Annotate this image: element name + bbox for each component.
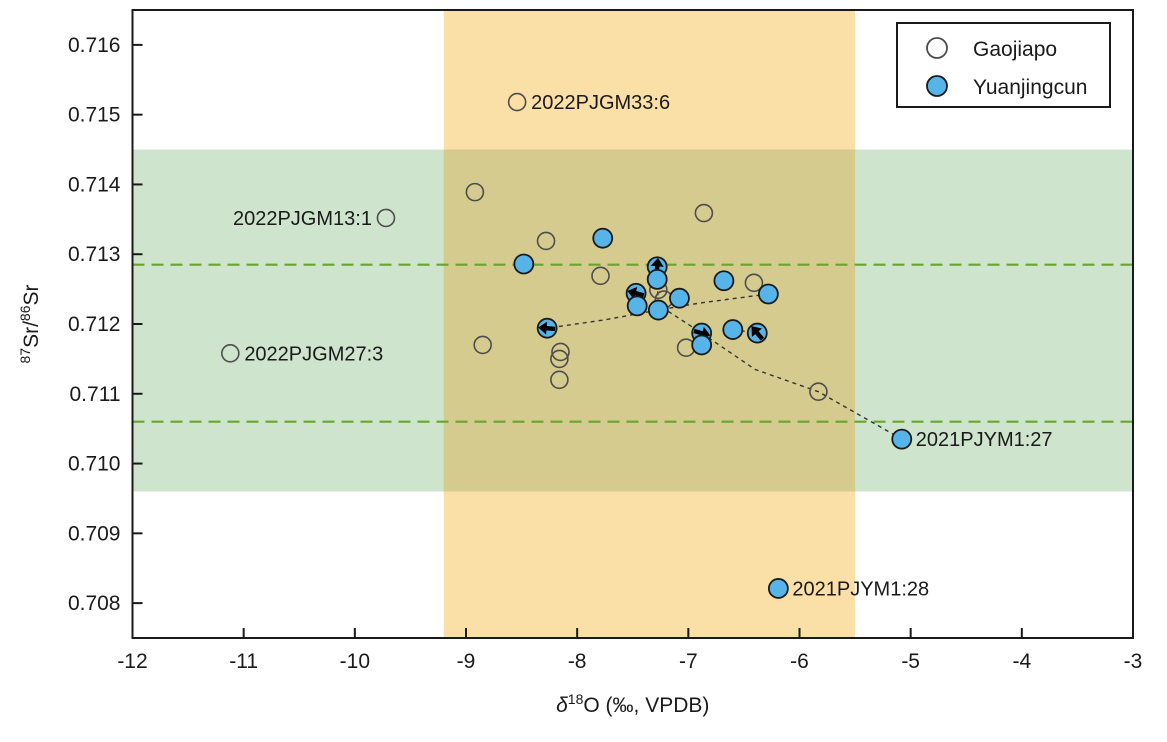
data-point-gaojiapo <box>550 370 569 390</box>
legend-label-yuanjingcun: Yuanjingcun <box>973 76 1087 99</box>
data-point-yuanjingcun <box>626 295 648 317</box>
direction-arrow-icon <box>751 326 765 341</box>
data-point-yuanjingcun <box>513 253 535 275</box>
data-point-gaojiapo <box>694 203 714 223</box>
y-axis-tick-label: 0.709 <box>68 522 121 545</box>
data-point-yuanjingcun <box>891 428 913 450</box>
data-point-gaojiapo <box>507 92 527 112</box>
data-point-gaojiapo <box>536 231 556 251</box>
data-point-yuanjingcun <box>767 578 789 599</box>
data-point-yuanjingcun <box>691 334 713 356</box>
x-axis-tick-label: -3 <box>1124 650 1143 673</box>
direction-arrow-icon <box>538 321 556 335</box>
x-axis-tick-label: -4 <box>1012 650 1031 673</box>
connector-path-2 <box>667 310 903 440</box>
data-point-gaojiapo <box>744 273 764 293</box>
data-point-yuanjingcun <box>592 227 614 249</box>
data-point-gaojiapo <box>376 208 396 228</box>
y-axis-tick-label: 0.715 <box>68 104 121 127</box>
data-point-gaojiapo <box>473 335 492 355</box>
point-label: 2021PJYM1:27 <box>916 429 1053 451</box>
x-axis-tick-label: -11 <box>229 650 258 673</box>
x-axis-tick-label: -5 <box>901 650 920 673</box>
legend-marker-gaojiapo-icon <box>926 37 948 59</box>
y-axis-tick-label: 0.711 <box>70 383 121 406</box>
y-axis-tick-label: 0.712 <box>68 313 121 336</box>
x-axis-tick-label: -7 <box>679 650 698 673</box>
data-point-gaojiapo <box>551 342 570 362</box>
data-point-gaojiapo <box>591 266 610 286</box>
point-label: 2022PJGM13:1 <box>233 208 372 230</box>
data-point-yuanjingcun <box>722 319 744 340</box>
legend-label-gaojiapo: Gaojiapo <box>973 38 1057 61</box>
x-axis-tick-label: -9 <box>457 650 476 673</box>
point-label: 2022PJGM27:3 <box>244 343 383 365</box>
direction-arrow-icon <box>650 257 664 275</box>
y-axis-tick-label: 0.714 <box>68 173 121 196</box>
y-axis-tick-label: 0.710 <box>68 453 121 476</box>
data-point-gaojiapo <box>550 349 569 369</box>
data-point-yuanjingcun <box>647 299 669 321</box>
orange-vertical-band-top <box>443 10 856 150</box>
data-point-gaojiapo <box>221 344 240 363</box>
x-axis-tick-label: -12 <box>117 650 147 673</box>
y-axis-title: 87Sr/86Sr <box>17 284 43 363</box>
x-axis-title: δ18O (‰, VPDB) <box>556 691 709 717</box>
y-axis-tick-label: 0.716 <box>68 34 121 57</box>
orange-vertical-band-bottom <box>443 491 856 638</box>
data-point-yuanjingcun <box>757 283 779 305</box>
data-point-gaojiapo <box>809 382 828 401</box>
point-label: 2022PJGM33:6 <box>531 92 670 114</box>
y-axis-tick-label: 0.708 <box>68 592 121 615</box>
connector-path-0 <box>547 293 769 329</box>
data-point-yuanjingcun <box>646 268 668 290</box>
point-label: 2021PJYM1:28 <box>792 578 929 600</box>
x-axis-tick-label: -10 <box>340 650 370 673</box>
band-overlap-region <box>443 149 856 492</box>
data-point-gaojiapo <box>465 182 485 202</box>
x-axis-tick-label: -6 <box>790 650 809 673</box>
x-axis-tick-label: -8 <box>568 650 587 673</box>
legend-marker-yuanjingcun-icon <box>926 75 948 97</box>
data-point-yuanjingcun <box>713 270 735 292</box>
data-point-yuanjingcun <box>669 287 690 309</box>
y-axis-tick-label: 0.713 <box>68 243 121 266</box>
